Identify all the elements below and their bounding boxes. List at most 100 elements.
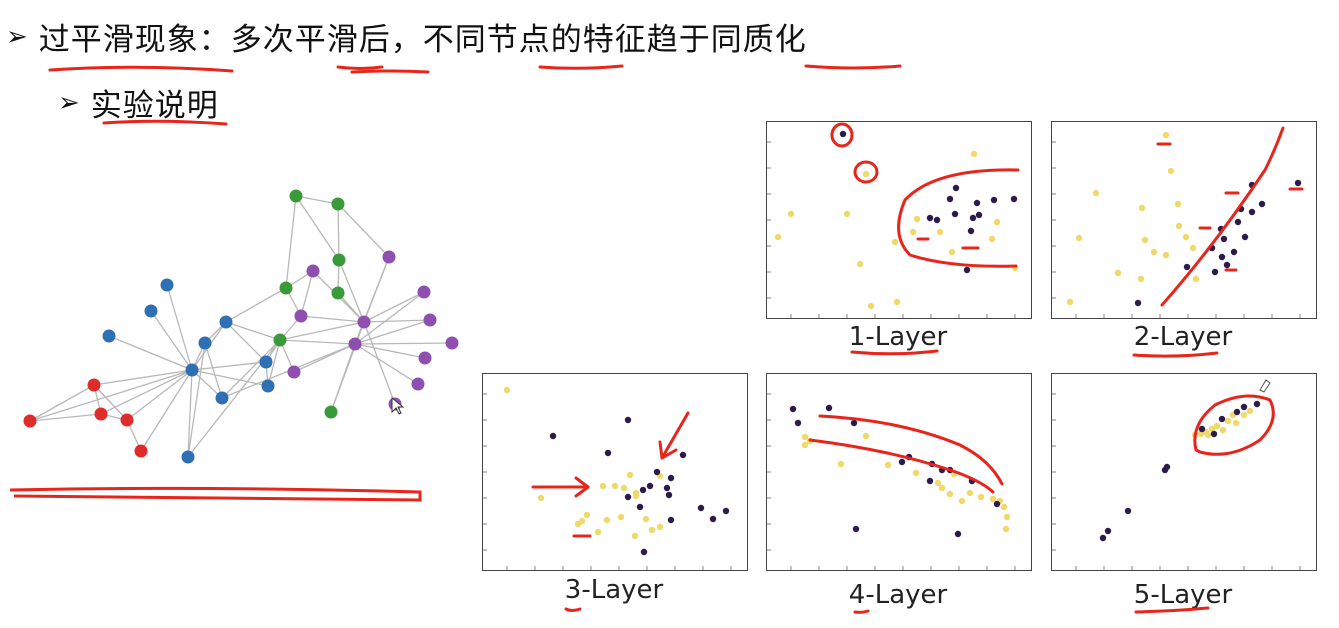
subheading-text: 实验说明 bbox=[90, 88, 219, 124]
scatter-point-dark bbox=[1211, 268, 1219, 276]
scatter-point-dark bbox=[1217, 225, 1225, 233]
scatter-2-layer bbox=[1052, 131, 1302, 318]
scatter-point-dark bbox=[1258, 200, 1266, 208]
graph-node bbox=[144, 304, 158, 318]
panel-caption-4: 4-Layer bbox=[848, 580, 948, 610]
scatter-point-dark bbox=[794, 419, 802, 427]
graph-node bbox=[331, 286, 345, 300]
graph-node bbox=[23, 414, 37, 428]
scatter-point-dark bbox=[663, 484, 671, 492]
scatter-point-dark bbox=[1183, 263, 1191, 271]
scatter-point-light bbox=[1167, 167, 1175, 175]
scatter-point-light bbox=[617, 513, 625, 521]
scatter-4-layer bbox=[767, 393, 1016, 570]
scatter-panel-3 bbox=[482, 373, 748, 571]
scatter-point-light bbox=[574, 520, 582, 528]
scatter-point-dark bbox=[667, 474, 675, 482]
graph-edge bbox=[300, 270, 314, 317]
scatter-point-dark bbox=[604, 449, 612, 457]
graph-edge bbox=[363, 319, 431, 323]
graph-edge bbox=[337, 203, 390, 258]
graph-node bbox=[357, 315, 371, 329]
graph-node bbox=[418, 351, 432, 365]
scatter-point-dark bbox=[1248, 208, 1256, 216]
graph-edge bbox=[285, 195, 297, 289]
scatter-point-dark bbox=[1210, 430, 1218, 438]
graph-node bbox=[160, 278, 174, 292]
graph-edge bbox=[300, 315, 365, 323]
scatter-point-light bbox=[936, 228, 944, 236]
scatter-point-dark bbox=[1208, 244, 1216, 252]
scatter-point-dark bbox=[852, 525, 860, 533]
scatter-point-light bbox=[1011, 264, 1019, 272]
scatter-point-dark bbox=[928, 460, 936, 468]
graph-node bbox=[219, 315, 233, 329]
scatter-point-light bbox=[1066, 298, 1074, 306]
graph-node bbox=[306, 264, 320, 278]
scatter-point-dark bbox=[954, 530, 962, 538]
graph-edge bbox=[93, 369, 193, 386]
scatter-point-dark bbox=[1104, 527, 1112, 535]
scatter-point-light bbox=[966, 489, 974, 497]
graph-edge bbox=[354, 256, 390, 345]
scatter-point-light bbox=[948, 248, 956, 256]
graph-node bbox=[382, 250, 396, 264]
scatter-point-light bbox=[599, 482, 607, 490]
scatter-point-light bbox=[867, 302, 875, 310]
scatter-point-light bbox=[1138, 204, 1146, 212]
scatter-point-dark bbox=[898, 458, 906, 466]
underline-annotation bbox=[9, 486, 422, 502]
scatter-point-light bbox=[843, 210, 851, 218]
scatter-point-light bbox=[862, 432, 870, 440]
scatter-point-dark bbox=[1237, 205, 1245, 213]
graph-edge bbox=[363, 291, 425, 323]
graph-node bbox=[215, 391, 229, 405]
scatter-point-dark bbox=[839, 130, 847, 138]
scatter-point-dark bbox=[905, 453, 913, 461]
graph-node bbox=[261, 379, 275, 393]
scatter-point-dark bbox=[938, 466, 946, 474]
graph-node bbox=[331, 197, 345, 211]
graph-edge bbox=[108, 335, 193, 371]
scatter-point-dark bbox=[639, 486, 647, 494]
scatter-point-dark bbox=[665, 491, 673, 499]
graph-edge bbox=[191, 361, 267, 371]
graph-node bbox=[273, 333, 287, 347]
panel-caption-1: 1-Layer bbox=[848, 322, 948, 352]
graph-edge bbox=[191, 369, 269, 387]
graph-edge bbox=[150, 310, 193, 371]
scatter-point-dark bbox=[653, 468, 661, 476]
scatter-point-light bbox=[632, 492, 640, 500]
scatter-point-dark bbox=[952, 184, 960, 192]
graph-nodes bbox=[23, 189, 459, 464]
graph-node bbox=[94, 407, 108, 421]
scatter-point-light bbox=[503, 386, 511, 394]
graph-edge bbox=[126, 369, 193, 421]
scatter-point-light bbox=[1141, 236, 1149, 244]
scatter-point-light bbox=[626, 471, 634, 479]
scatter-point-light bbox=[970, 150, 978, 158]
scatter-point-dark bbox=[722, 507, 730, 515]
mouse-cursor-icon bbox=[391, 396, 405, 415]
graph-edge bbox=[338, 259, 365, 323]
graph-edge bbox=[204, 342, 223, 399]
panel-caption-5: 5-Layer bbox=[1133, 580, 1233, 610]
graph-node bbox=[134, 444, 148, 458]
graph-node bbox=[332, 253, 346, 267]
scatter-point-light bbox=[884, 461, 892, 469]
scatter-panel-1 bbox=[766, 121, 1032, 319]
scatter-point-dark bbox=[1233, 408, 1241, 416]
graph-edge bbox=[363, 321, 396, 405]
graph-node bbox=[120, 413, 134, 427]
graph-edge bbox=[295, 195, 339, 205]
scatter-point-dark bbox=[1294, 179, 1302, 187]
scatter-point-dark bbox=[951, 210, 959, 218]
subheading-bullet: ➢ 实验说明 bbox=[58, 80, 219, 125]
scatter-point-light bbox=[594, 528, 602, 536]
graph-node bbox=[417, 285, 431, 299]
graph-edge bbox=[93, 384, 128, 421]
scatter-point-dark bbox=[667, 516, 675, 524]
scatter-point-light bbox=[934, 479, 942, 487]
graph-node bbox=[445, 336, 459, 350]
graph-node bbox=[102, 329, 116, 343]
